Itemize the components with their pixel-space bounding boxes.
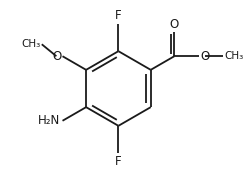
Text: F: F bbox=[115, 155, 122, 168]
Text: O: O bbox=[200, 50, 209, 63]
Text: CH₃: CH₃ bbox=[21, 39, 40, 49]
Text: H₂N: H₂N bbox=[38, 114, 60, 127]
Text: O: O bbox=[170, 18, 179, 30]
Text: F: F bbox=[115, 9, 122, 22]
Text: O: O bbox=[52, 50, 61, 63]
Text: CH₃: CH₃ bbox=[224, 51, 244, 61]
